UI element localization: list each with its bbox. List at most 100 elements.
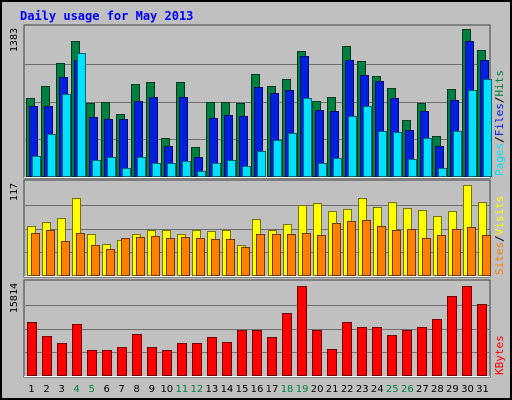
legend-kbytes: KBytes <box>493 335 506 375</box>
bar-sites-day-9 <box>151 236 160 276</box>
bar-sites-day-31 <box>482 235 491 276</box>
bar-pages-day-24 <box>378 131 387 177</box>
panel-bottom-legend: KBytes <box>493 335 506 375</box>
day-label-20: 20 <box>311 384 324 395</box>
day-label-5: 5 <box>88 384 94 395</box>
day-label-14: 14 <box>221 384 234 395</box>
bar-sites-day-16 <box>256 234 265 276</box>
bar-pages-day-6 <box>107 157 116 177</box>
bar-sites-day-18 <box>287 234 296 276</box>
day-label-25: 25 <box>386 384 399 395</box>
bar-sites-day-19 <box>302 233 311 276</box>
bar-pages-day-13 <box>212 163 221 177</box>
bar-sites-day-3 <box>61 241 70 276</box>
panel-top-legend: Pages/Files/Hits <box>493 70 506 176</box>
day-label-26: 26 <box>401 384 414 395</box>
bar-pages-day-19 <box>303 98 312 177</box>
bar-pages-day-15 <box>242 166 251 177</box>
bar-sites-day-22 <box>347 221 356 276</box>
bar-pages-day-12 <box>197 171 206 177</box>
bar-kbytes-day-20 <box>312 330 322 376</box>
day-label-23: 23 <box>356 384 369 395</box>
bar-sites-day-29 <box>452 229 461 276</box>
bar-kbytes-day-21 <box>327 349 337 376</box>
bar-sites-day-8 <box>136 237 145 276</box>
bar-pages-day-1 <box>32 156 41 177</box>
legend-files: Files <box>493 103 506 136</box>
bar-sites-day-23 <box>362 220 371 276</box>
bar-kbytes-day-14 <box>222 342 232 376</box>
bar-kbytes-day-3 <box>57 343 67 376</box>
day-label-3: 3 <box>58 384 64 395</box>
bar-kbytes-day-1 <box>27 322 37 376</box>
bar-sites-day-27 <box>422 238 431 276</box>
bar-kbytes-day-8 <box>132 334 142 376</box>
bar-sites-day-12 <box>196 238 205 276</box>
bar-pages-day-18 <box>288 133 297 177</box>
bar-kbytes-day-30 <box>462 286 472 376</box>
bar-sites-day-24 <box>377 226 386 276</box>
bar-pages-day-9 <box>152 163 161 177</box>
legend-separator: / <box>493 97 506 104</box>
bar-pages-day-4 <box>77 53 86 177</box>
day-label-18: 18 <box>281 384 294 395</box>
day-label-12: 12 <box>191 384 204 395</box>
bar-pages-day-10 <box>167 163 176 177</box>
bar-kbytes-day-5 <box>87 350 97 376</box>
bar-sites-day-20 <box>317 235 326 276</box>
bar-sites-day-25 <box>392 230 401 276</box>
bar-pages-day-16 <box>257 151 266 177</box>
bar-kbytes-day-18 <box>282 313 292 376</box>
bar-pages-day-8 <box>137 157 146 177</box>
bar-pages-day-20 <box>318 163 327 177</box>
bar-pages-day-23 <box>363 106 372 177</box>
day-label-7: 7 <box>119 384 125 395</box>
bar-kbytes-day-12 <box>192 343 202 376</box>
bar-sites-day-11 <box>181 237 190 276</box>
day-label-31: 31 <box>476 384 489 395</box>
bar-sites-day-6 <box>106 249 115 276</box>
day-label-28: 28 <box>431 384 444 395</box>
day-label-9: 9 <box>149 384 155 395</box>
bar-pages-day-14 <box>227 160 236 177</box>
legend-hits: Hits <box>493 70 506 97</box>
bar-pages-day-3 <box>62 94 71 177</box>
bar-files-day-7 <box>119 119 128 177</box>
day-label-27: 27 <box>416 384 429 395</box>
day-label-15: 15 <box>236 384 249 395</box>
bar-pages-day-31 <box>483 79 492 177</box>
bar-pages-day-30 <box>468 90 477 177</box>
day-label-30: 30 <box>461 384 474 395</box>
bar-kbytes-day-13 <box>207 337 217 376</box>
day-label-17: 17 <box>266 384 279 395</box>
bar-sites-day-10 <box>166 238 175 276</box>
day-label-8: 8 <box>134 384 140 395</box>
legend-visits: Visits <box>493 196 506 236</box>
bar-sites-day-21 <box>332 223 341 276</box>
day-label-2: 2 <box>43 384 49 395</box>
bar-kbytes-day-4 <box>72 324 82 376</box>
bar-kbytes-day-10 <box>162 350 172 376</box>
bar-kbytes-day-23 <box>357 327 367 376</box>
bar-kbytes-day-26 <box>402 330 412 376</box>
bar-sites-day-4 <box>76 233 85 276</box>
bar-sites-day-28 <box>437 235 446 276</box>
bar-sites-day-5 <box>91 245 100 276</box>
day-label-1: 1 <box>28 384 34 395</box>
day-label-19: 19 <box>296 384 309 395</box>
bar-sites-day-1 <box>31 233 40 276</box>
bar-sites-day-7 <box>121 238 130 276</box>
bar-kbytes-day-17 <box>267 337 277 376</box>
bar-kbytes-day-28 <box>432 319 442 376</box>
bar-kbytes-day-19 <box>297 286 307 376</box>
day-label-24: 24 <box>371 384 384 395</box>
chart-title: Daily usage for May 2013 <box>20 9 194 23</box>
day-label-21: 21 <box>326 384 339 395</box>
day-label-6: 6 <box>103 384 109 395</box>
panel-middle-max-label: 117 <box>9 183 20 201</box>
bar-kbytes-day-29 <box>447 296 457 376</box>
bar-kbytes-day-16 <box>252 330 262 376</box>
bar-kbytes-day-2 <box>42 336 52 376</box>
legend-pages: Pages <box>493 143 506 176</box>
bar-pages-day-7 <box>122 168 131 177</box>
